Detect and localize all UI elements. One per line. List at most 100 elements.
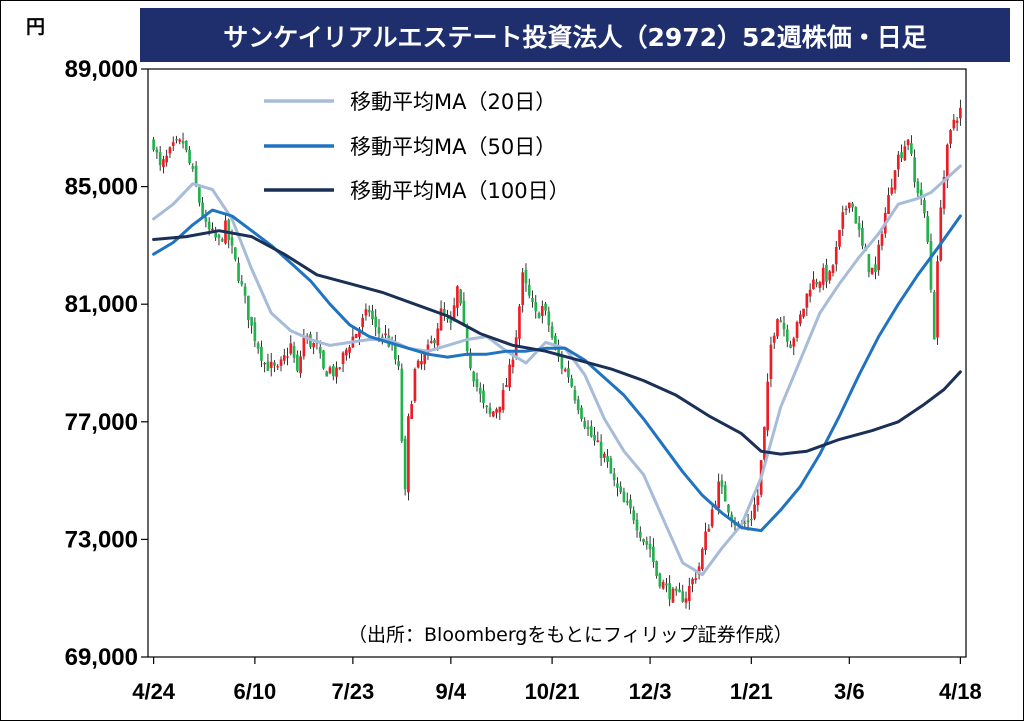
candle-body: [857, 223, 861, 230]
y-axis-unit-label: 円: [26, 16, 46, 38]
candle-body: [511, 359, 515, 367]
candle-body: [589, 426, 593, 437]
candle-body: [488, 407, 492, 414]
candle-body: [296, 354, 299, 371]
candle-body: [625, 501, 629, 503]
candle-body: [162, 159, 165, 168]
candle-body: [743, 522, 747, 524]
candle-body: [194, 165, 198, 186]
candle-body: [903, 146, 907, 161]
candle-body: [384, 333, 387, 335]
legend-label-0: 移動平均MA（20日）: [350, 90, 556, 114]
candle-body: [887, 195, 890, 215]
candle-body: [606, 456, 609, 462]
candle-body: [798, 314, 802, 324]
candle-body: [828, 271, 832, 281]
candle-body: [263, 363, 267, 365]
candle-body: [750, 518, 753, 521]
candle-body: [704, 531, 707, 550]
candle-body: [253, 322, 257, 342]
candle-body: [318, 347, 322, 354]
candle-body: [544, 303, 547, 311]
candle-body: [609, 458, 613, 474]
x-tick-label: 9/4: [436, 679, 467, 704]
x-axis: 4/24 6/10 7/23 9/4 10/21 12/3 1/21 3/6 4/18: [132, 657, 982, 704]
candle-body: [237, 262, 240, 282]
candle-body: [449, 318, 453, 323]
candle-body: [756, 495, 760, 506]
candle-body: [593, 434, 596, 441]
candle-body: [335, 367, 338, 377]
plot-area: [147, 68, 967, 658]
candle-body: [616, 483, 619, 488]
candle-body: [433, 340, 436, 344]
candle-body: [260, 346, 263, 361]
candle-body: [805, 293, 809, 308]
candle-body: [243, 286, 247, 296]
candle-body: [648, 543, 652, 550]
candle-body: [808, 289, 812, 297]
candle-body: [426, 344, 430, 354]
candle-body: [844, 208, 848, 211]
candle-body: [687, 585, 691, 601]
candle-body: [952, 119, 956, 129]
candle-body: [410, 404, 413, 419]
y-tick-label: 73,000: [65, 526, 138, 553]
candle-body: [596, 440, 600, 443]
x-tick-label: 1/21: [730, 679, 773, 704]
candle-body: [358, 328, 361, 337]
candle-body: [374, 316, 378, 328]
chart-title: サンケイリアルエステート投資法人（2972）52週株価・日足: [223, 23, 927, 52]
candle-body: [681, 591, 685, 602]
candle-body: [763, 426, 766, 460]
candle-body: [727, 504, 730, 513]
candle-body: [178, 139, 182, 142]
candle-body: [652, 546, 655, 563]
candle-body: [710, 509, 714, 527]
legend-label-2: 移動平均MA（100日）: [350, 179, 570, 203]
candle-body: [834, 246, 838, 265]
candle-body: [158, 152, 162, 166]
candle-body: [188, 149, 191, 164]
candle-body: [292, 346, 296, 358]
candle-body: [534, 302, 538, 312]
candle-body: [629, 499, 632, 509]
candle-body: [420, 361, 423, 365]
candle-body: [874, 264, 877, 272]
candle-body: [537, 313, 541, 319]
chart-title-banner: サンケイリアルエステート投資法人（2972）52週株価・日足: [140, 8, 1010, 62]
candle-body: [792, 338, 796, 347]
candle-body: [348, 347, 351, 353]
candle-body: [338, 367, 342, 369]
candle-body: [730, 514, 734, 522]
candle-body: [638, 531, 642, 538]
candle-body: [877, 244, 881, 271]
candle-body: [658, 573, 662, 587]
candle-body: [250, 316, 253, 326]
candle-body: [694, 578, 698, 580]
candle-body: [913, 157, 916, 183]
candle-body: [472, 371, 476, 382]
candle-body: [446, 318, 449, 320]
candle-body: [207, 221, 211, 230]
candle-body: [926, 216, 930, 242]
candle-body: [880, 234, 884, 246]
x-tick-label: 4/18: [939, 679, 982, 704]
candle-body: [635, 519, 639, 531]
candle-body: [599, 441, 603, 459]
candle-body: [697, 566, 701, 575]
candle-body: [900, 152, 903, 159]
candle-body: [785, 329, 789, 342]
x-tick-label: 7/23: [331, 679, 374, 704]
candle-body: [240, 281, 244, 285]
candle-body: [619, 486, 623, 493]
candle-body: [959, 107, 962, 119]
candle-body: [397, 361, 400, 367]
candle-body: [299, 356, 302, 374]
candle-body: [779, 320, 783, 323]
candle-body: [691, 578, 694, 585]
candle-body: [377, 327, 381, 334]
candle-body: [452, 305, 456, 320]
candle-body: [825, 264, 828, 282]
